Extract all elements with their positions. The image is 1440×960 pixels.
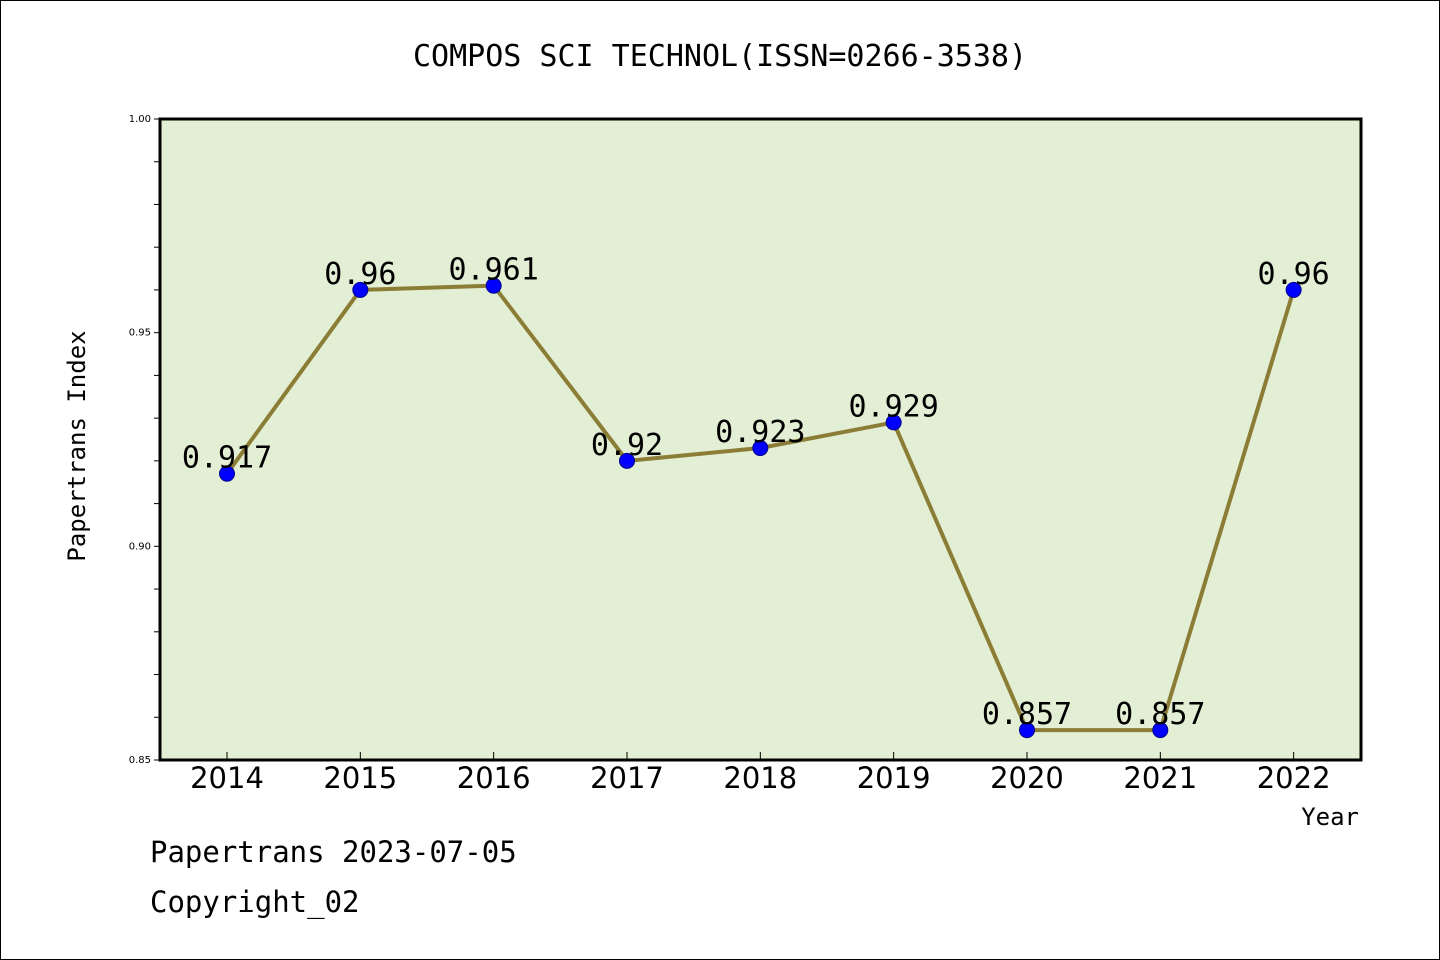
x-tick-label: 2019 <box>857 761 931 795</box>
data-point <box>752 440 769 457</box>
y-axis: 1.00 0.95 0.90 0.85 <box>129 114 160 766</box>
series-layer: 0.917 0.96 0.961 0.92 0.923 0.929 0.857 0.857 0.… <box>182 253 1330 739</box>
y-tick-label: 0.95 <box>129 328 151 339</box>
x-tick-label: 2021 <box>1123 761 1197 795</box>
data-label: 0.923 <box>715 415 805 450</box>
footer-copyright: Copyright_02 <box>150 885 360 919</box>
x-tick-label: 2014 <box>190 761 264 795</box>
data-point <box>885 414 902 431</box>
data-label: 0.929 <box>848 389 938 424</box>
x-tick-label: 2015 <box>323 761 397 795</box>
data-label: 0.857 <box>1115 697 1205 732</box>
x-axis: 2014 2015 2016 2017 2018 2019 2020 2021 2022 <box>190 752 1331 795</box>
data-point <box>1285 281 1302 298</box>
y-tick-label: 1.00 <box>129 114 151 125</box>
x-tick-label: 2017 <box>590 761 664 795</box>
data-label: 0.961 <box>449 253 539 288</box>
y-axis-label: Papertrans Index <box>63 330 91 561</box>
x-tick-label: 2022 <box>1257 761 1331 795</box>
chart-title: COMPOS SCI TECHNOL(ISSN=0266-3538) <box>413 39 1027 74</box>
plot-area <box>158 117 1363 762</box>
data-label: 0.96 <box>324 257 396 292</box>
data-point <box>1152 722 1169 739</box>
data-label: 0.917 <box>182 441 272 476</box>
footer-date: Papertrans 2023-07-05 <box>150 835 517 869</box>
data-label: 0.92 <box>591 428 663 463</box>
data-point <box>1018 722 1035 739</box>
data-point <box>219 465 235 482</box>
data-point <box>618 452 635 469</box>
data-label: 0.857 <box>982 697 1072 732</box>
x-tick-label: 2016 <box>457 761 531 795</box>
y-tick-label: 0.90 <box>129 541 151 552</box>
data-label: 0.96 <box>1258 257 1330 292</box>
data-point <box>485 277 502 294</box>
data-point <box>352 281 369 298</box>
y-tick-label: 0.85 <box>129 755 151 766</box>
x-tick-label: 2020 <box>990 761 1064 795</box>
x-axis-label: Year <box>1301 803 1359 831</box>
x-tick-label: 2018 <box>723 761 797 795</box>
